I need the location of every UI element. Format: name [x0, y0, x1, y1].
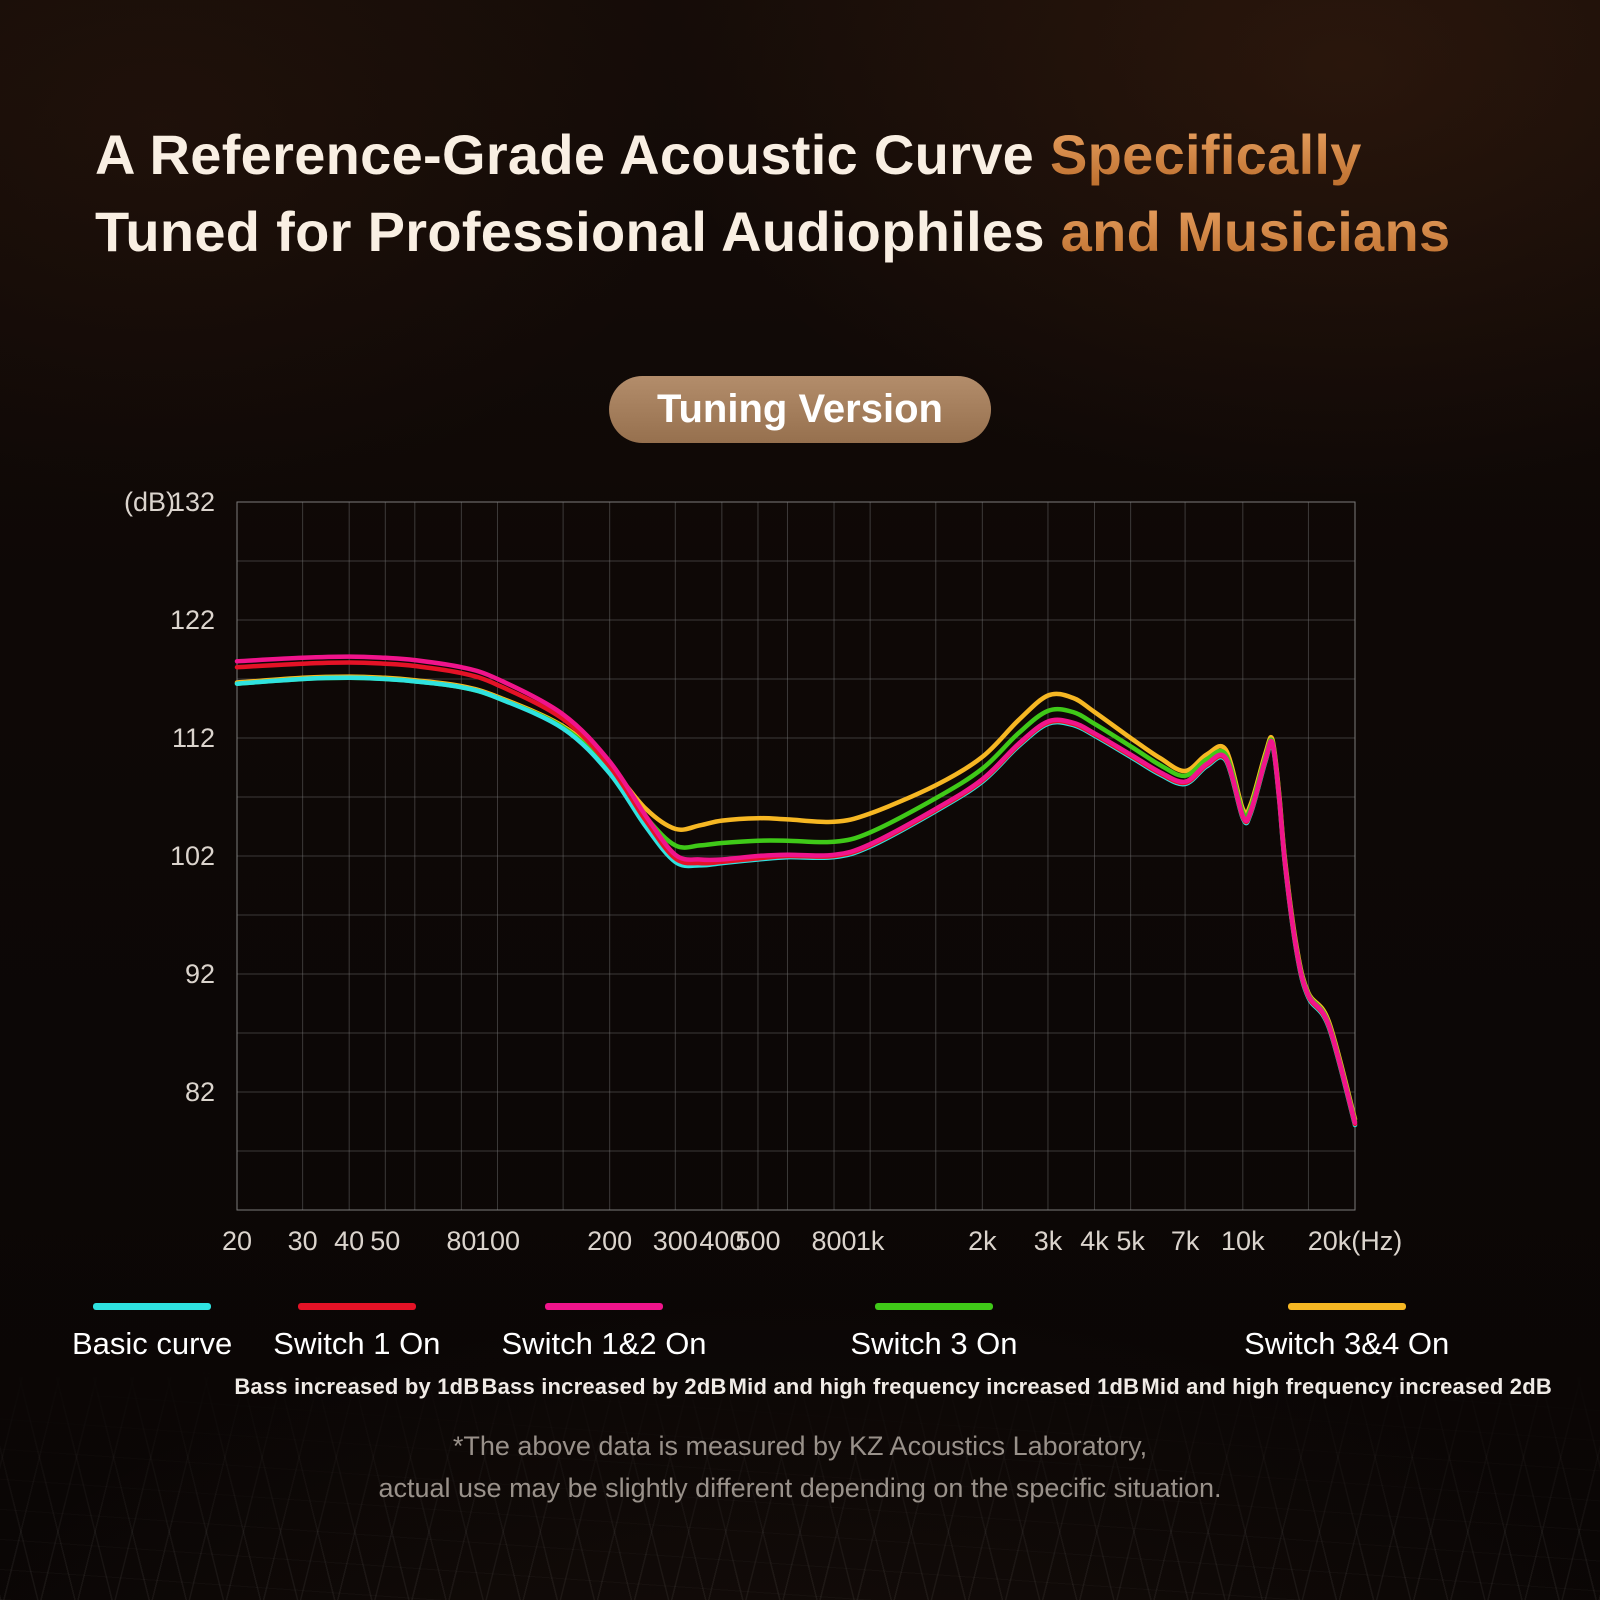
legend-label: Switch 1 On: [273, 1326, 441, 1361]
disclaimer-line2: actual use may be slightly different dep…: [378, 1472, 1222, 1503]
chart-curves: [234, 654, 1358, 1128]
x-tick-label: 4k: [1080, 1226, 1109, 1256]
x-tick-label: 100: [475, 1226, 520, 1256]
bottom-mesh-decoration: [0, 1360, 1600, 1600]
legend-item-switch-3-4-on: Switch 3&4 On Mid and high frequency inc…: [1141, 1303, 1552, 1400]
legend-label: Switch 3&4 On: [1244, 1326, 1450, 1361]
curve-switch-1-on: [234, 660, 1358, 1127]
legend-label: Switch 3 On: [850, 1326, 1018, 1361]
curve-switch-1-2-on: [234, 654, 1358, 1125]
title-line2-main: Tuned for Professional Audiophiles: [95, 200, 1061, 264]
y-axis-unit: (dB): [124, 487, 175, 517]
legend-label: Basic curve: [72, 1326, 233, 1361]
x-tick-label: 800: [812, 1226, 857, 1256]
y-tick-label: 122: [170, 605, 215, 635]
title-line2-accent: and Musicians: [1060, 200, 1451, 264]
x-tick-label: 400: [699, 1226, 744, 1256]
tuning-version-badge: Tuning Version: [609, 376, 991, 443]
legend-item-switch-3-on: Switch 3 On Mid and high frequency incre…: [729, 1303, 1140, 1400]
page-title-line2: Tuned for Professional Audiophiles and M…: [95, 193, 1555, 270]
x-tick-label: 50: [370, 1226, 400, 1256]
title-line1-accent: Specifically: [1049, 123, 1362, 186]
x-tick-label: 10k: [1221, 1226, 1265, 1256]
page-title: A Reference-Grade Acoustic Curve Specifi…: [95, 116, 1555, 271]
legend-item-switch-1-2-on: Switch 1&2 On Bass increased by 2dB: [481, 1303, 726, 1400]
y-tick-label: 112: [172, 723, 215, 753]
y-tick-label: 132: [170, 487, 215, 517]
x-tick-label: 5k: [1116, 1226, 1145, 1256]
x-tick-label: 1k: [856, 1226, 885, 1256]
legend-swatch: [297, 1303, 416, 1310]
x-tick-label: 20k(Hz): [1308, 1226, 1403, 1256]
curve-basic-curve: [234, 675, 1358, 1128]
legend-swatch: [93, 1303, 212, 1310]
legend-swatch: [545, 1303, 664, 1310]
x-tick-label: 30: [288, 1226, 318, 1256]
x-tick-label: 300: [653, 1226, 698, 1256]
chart-legend: Basic curve Switch 1 On Bass increased b…: [72, 1303, 1552, 1400]
y-tick-label: 82: [185, 1077, 215, 1107]
legend-sublabel: Mid and high frequency increased 1dB: [728, 1374, 1140, 1399]
curve-switch-3-4-on: [234, 674, 1358, 1122]
legend-sublabel: Mid and high frequency increased 2dB: [1141, 1374, 1552, 1399]
legend-label: Switch 1&2 On: [501, 1326, 707, 1361]
x-tick-label: 80: [446, 1226, 476, 1256]
disclaimer-line1: *The above data is measured by KZ Acoust…: [452, 1431, 1148, 1461]
legend-sublabel: Bass increased by 1dB: [234, 1374, 480, 1399]
x-tick-label: 200: [587, 1226, 632, 1256]
x-tick-label: 7k: [1171, 1226, 1200, 1256]
legend-item-basic-curve: Basic curve: [72, 1303, 232, 1374]
x-tick-label: 3k: [1034, 1226, 1063, 1256]
page-title-line1: A Reference-Grade Acoustic Curve Specifi…: [95, 116, 1555, 193]
title-line1-main: A Reference-Grade Acoustic Curve: [95, 123, 1050, 186]
legend-item-switch-1-on: Switch 1 On Bass increased by 1dB: [234, 1303, 479, 1400]
x-tick-label: 2k: [968, 1226, 997, 1256]
x-tick-label: 500: [735, 1226, 780, 1256]
legend-swatch: [1287, 1303, 1406, 1310]
legend-swatch: [874, 1303, 993, 1310]
curve-switch-3-on: [234, 675, 1358, 1124]
x-tick-label: 40: [334, 1226, 364, 1256]
chart-area: (dB) 132 122 112 102 92 82 20 30 40 50 80 100 200 300 4…: [0, 460, 1600, 1280]
x-tick-label: 20: [222, 1226, 252, 1256]
y-tick-label: 102: [170, 841, 215, 871]
disclaimer-note: *The above data is measured by KZ Acoust…: [0, 1426, 1600, 1510]
y-tick-label: 92: [185, 959, 215, 989]
legend-sublabel: Bass increased by 2dB: [481, 1374, 727, 1399]
